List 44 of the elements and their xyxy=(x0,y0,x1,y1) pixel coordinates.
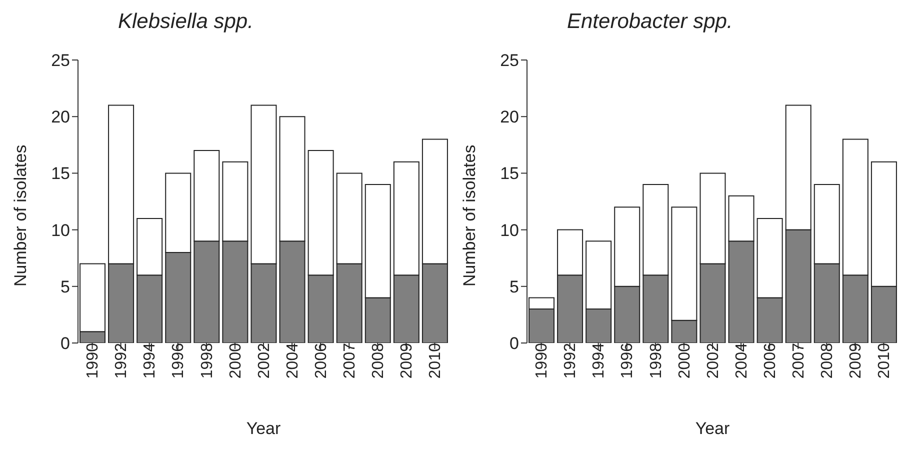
x-tick-label: 2004 xyxy=(733,342,750,379)
x-tick-label: 2009 xyxy=(398,342,416,379)
x-tick-label: 2008 xyxy=(819,342,836,379)
chart-title: Enterobacter spp. xyxy=(567,10,733,34)
x-tick-label: 1996 xyxy=(619,342,636,379)
x-tick-label: 1994 xyxy=(590,342,608,379)
y-tick-label: 20 xyxy=(51,108,70,127)
y-tick-label: 0 xyxy=(510,334,519,354)
x-tick-label: 2004 xyxy=(284,342,302,379)
x-tick-label: 1996 xyxy=(170,342,188,379)
y-tick-label: 10 xyxy=(500,220,519,240)
y-axis-title: Number of isolates xyxy=(11,144,30,286)
x-tick-label: 1990 xyxy=(84,342,102,379)
x-tick-label: 1992 xyxy=(562,342,580,379)
y-tick-label: 5 xyxy=(510,277,519,296)
y-tick-label: 15 xyxy=(500,164,519,184)
x-tick-label: 1994 xyxy=(142,342,159,379)
x-tick-label: 2009 xyxy=(848,342,865,379)
x-tick-label: 2002 xyxy=(256,342,273,379)
y-tick-label: 10 xyxy=(51,220,70,240)
x-tick-label: 1992 xyxy=(113,342,130,379)
x-axis-title: Year xyxy=(246,419,282,438)
x-tick-label: 2007 xyxy=(790,342,808,379)
x-tick-label: 2010 xyxy=(876,342,894,379)
chart-title: Klebsiella spp. xyxy=(118,10,254,34)
x-tick-label: 2010 xyxy=(427,342,444,379)
x-tick-label: 2000 xyxy=(227,342,244,379)
x-tick-label: 2006 xyxy=(762,342,779,379)
y-tick-label: 25 xyxy=(500,51,519,70)
y-tick-label: 25 xyxy=(51,51,70,70)
y-axis-title: Number of isolates xyxy=(460,144,480,286)
y-tick-label: 0 xyxy=(60,334,70,354)
x-tick-label: 1998 xyxy=(648,342,665,379)
x-tick-label: 2008 xyxy=(370,342,388,379)
x-tick-label: 1998 xyxy=(198,342,216,379)
x-tick-label: 2000 xyxy=(676,342,694,379)
x-tick-label: 1990 xyxy=(534,342,551,379)
x-axis-title: Year xyxy=(695,419,730,438)
x-tick-label: 2006 xyxy=(312,342,330,379)
y-tick-label: 5 xyxy=(60,277,70,296)
x-tick-label: 2007 xyxy=(341,342,358,379)
y-tick-label: 15 xyxy=(51,164,70,184)
y-tick-label: 20 xyxy=(500,108,519,127)
x-tick-label: 2002 xyxy=(704,342,722,379)
